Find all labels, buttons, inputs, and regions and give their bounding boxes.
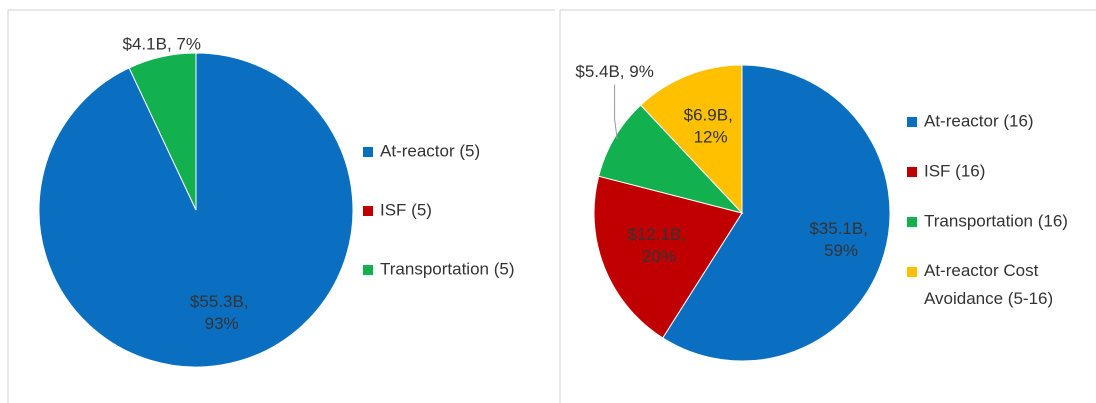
data-label: $12.1B, 20% (627, 225, 686, 266)
data-label: $35.1B, 59% (809, 220, 868, 261)
legend-swatch (907, 117, 917, 127)
legend-label: Transportation (5) (380, 259, 514, 278)
pie-slice (639, 64, 743, 215)
data-label: $5.4B, 9% (575, 62, 653, 81)
legend-swatch (907, 267, 917, 277)
legend-label: At-reactor (5) (380, 141, 480, 160)
legend-label: ISF (16) (924, 161, 985, 180)
legend-label: At-reactor (16) (924, 111, 1034, 130)
pie-slice (593, 175, 743, 339)
pie-slice (128, 52, 197, 211)
legend-label: ISF (5) (380, 200, 432, 219)
data-label: $55.3B, 93% (190, 293, 249, 334)
data-label: $4.1B, 7% (123, 35, 201, 54)
data-label: $6.9B, 12% (684, 106, 733, 147)
pie-slice (662, 64, 891, 362)
legend-swatch (907, 167, 917, 177)
leader-line (614, 119, 618, 140)
legend-swatch (363, 147, 373, 157)
legend-label: Transportation (16) (924, 211, 1068, 230)
legend-swatch (363, 265, 373, 275)
legend-swatch (907, 217, 917, 227)
legend-swatch (363, 206, 373, 216)
legend-label: At-reactor Cost Avoidance (5-16) (924, 261, 1053, 308)
pie-slice (598, 104, 744, 214)
